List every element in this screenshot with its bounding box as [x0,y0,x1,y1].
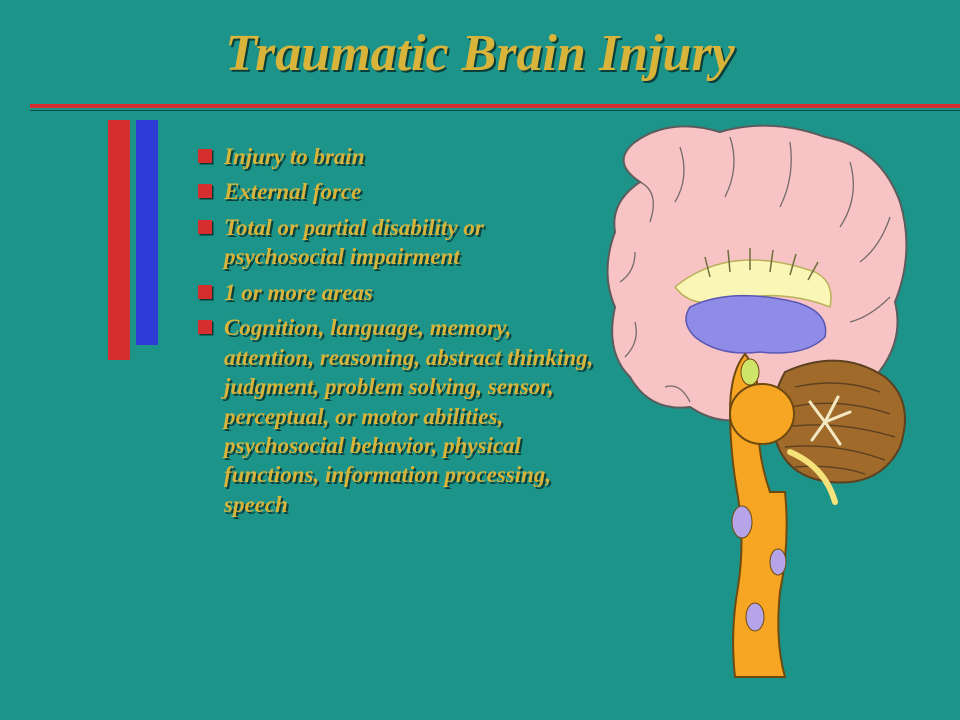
bullet-square-icon [198,220,212,234]
decorative-side-bars [108,120,158,360]
bullet-text: 1 or more areas [224,278,373,307]
brain-illustration [580,122,920,682]
list-item: 1 or more areas [198,278,598,307]
bullet-square-icon [198,285,212,299]
bullet-text: Injury to brain [224,142,365,171]
bullet-text: Cognition, language, memory, attention, … [224,313,598,519]
slide-title: Traumatic Brain Injury [0,0,960,83]
title-underline [30,104,960,111]
bar-red [108,120,130,360]
bullet-list: Injury to brain External force Total or … [198,142,598,525]
bar-blue [136,120,158,345]
list-item: External force [198,177,598,206]
bullet-text: External force [224,177,361,206]
bullet-text: Total or partial disability or psychosoc… [224,213,598,272]
slide: Traumatic Brain Injury Injury to brain E… [0,0,960,720]
bullet-square-icon [198,320,212,334]
list-item: Total or partial disability or psychosoc… [198,213,598,272]
list-item: Injury to brain [198,142,598,171]
list-item: Cognition, language, memory, attention, … [198,313,598,519]
bullet-square-icon [198,149,212,163]
bullet-square-icon [198,184,212,198]
